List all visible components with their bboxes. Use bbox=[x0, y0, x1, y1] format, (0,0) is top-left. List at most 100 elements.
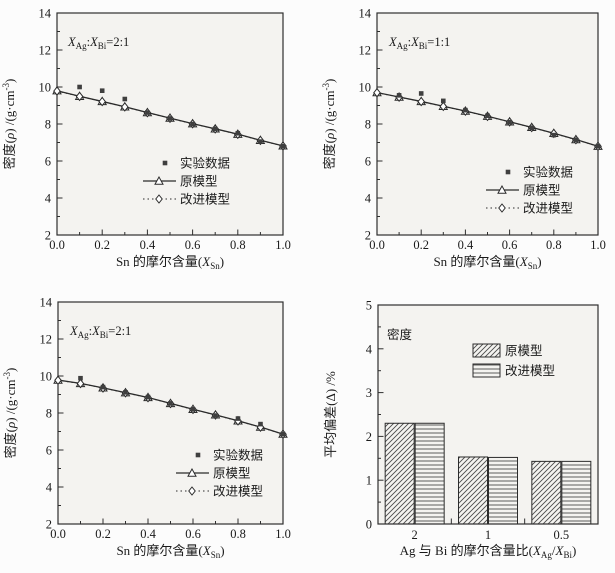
y-tick-label: 5 bbox=[366, 299, 372, 313]
rich-text-part: =2:1 bbox=[106, 35, 129, 49]
open-diamond-marker bbox=[188, 486, 196, 496]
y-tick-label: 12 bbox=[39, 44, 52, 58]
filled-square-marker bbox=[235, 130, 241, 136]
plot-frame bbox=[57, 301, 284, 525]
rich-text-part: Ag bbox=[78, 330, 89, 340]
filled-square-marker bbox=[212, 126, 218, 132]
filled-square-marker bbox=[258, 139, 263, 144]
plot-background bbox=[57, 13, 283, 235]
series-experimental bbox=[78, 375, 286, 437]
rich-text-part: 密度( bbox=[322, 139, 337, 169]
panel-bottom-right: 0 1 2 3 4 5 Ag 与 Bi 的摩尔含量比(XAg/XBi) 平均偏差(Δ) /% 密… bbox=[305, 287, 615, 573]
rich-text-part: Bi bbox=[419, 41, 428, 51]
y-tick-label: 10 bbox=[40, 370, 53, 384]
filled-square-marker bbox=[573, 137, 579, 143]
x-tick-label: 0.6 bbox=[502, 238, 518, 252]
open-diamond-marker bbox=[120, 102, 129, 112]
rich-text-part: ) bbox=[537, 254, 541, 269]
rich-text-part: : bbox=[87, 35, 90, 49]
x-tick-label: 0.0 bbox=[369, 238, 385, 252]
y-tick-label: 14 bbox=[40, 296, 53, 310]
open-diamond-marker bbox=[373, 87, 381, 98]
rich-text-part: 密度 bbox=[387, 327, 413, 342]
y-tick-label: 3 bbox=[366, 386, 372, 400]
rich-text-part: Bi bbox=[98, 41, 107, 51]
y-tick-label: 2 bbox=[45, 229, 51, 243]
rich-text-part: -3 bbox=[321, 83, 331, 91]
filled-square-marker bbox=[122, 96, 128, 102]
series-experimental bbox=[396, 91, 601, 149]
improved-model-line bbox=[56, 90, 284, 147]
legend-label: 实验数据 bbox=[180, 156, 230, 171]
rich-text-part: Sn bbox=[210, 261, 220, 271]
rich-text-part: Ag bbox=[397, 41, 408, 51]
rich-text-part: ) bbox=[572, 543, 576, 558]
rich-text-part: X bbox=[388, 35, 398, 49]
y-tick-label: 6 bbox=[45, 155, 51, 169]
filled-square-marker bbox=[418, 91, 424, 96]
legend-label: 原模型 bbox=[505, 344, 543, 358]
rich-text-part: : bbox=[408, 35, 411, 49]
legend-swatch bbox=[472, 343, 501, 358]
filled-square-marker bbox=[145, 110, 150, 115]
y-tick-label: 6 bbox=[46, 444, 52, 458]
filled-square-marker bbox=[505, 169, 511, 175]
filled-square-marker bbox=[145, 394, 151, 400]
filled-square-marker bbox=[485, 113, 490, 118]
rich-text-part: ) /(g·cm bbox=[2, 91, 17, 133]
y-tick-label: 8 bbox=[365, 118, 371, 132]
y-tick-label: 14 bbox=[359, 7, 372, 21]
rich-text-part: : bbox=[89, 324, 92, 338]
series-experimental bbox=[77, 84, 286, 149]
rich-text-part: Bi bbox=[100, 330, 109, 340]
rich-text-part: X bbox=[67, 35, 77, 49]
rich-text-part: ) /(g·cm bbox=[322, 91, 337, 133]
x-tick-label: 1.0 bbox=[275, 238, 291, 252]
filled-square-marker bbox=[123, 389, 128, 395]
y-tick-label: 4 bbox=[45, 192, 52, 206]
filled-square-marker bbox=[99, 88, 105, 93]
rich-text-part: Bi bbox=[563, 550, 572, 560]
bar-original-model bbox=[531, 460, 562, 525]
open-triangle-marker bbox=[497, 184, 507, 194]
open-diamond-marker bbox=[498, 203, 506, 213]
filled-square-marker bbox=[213, 413, 218, 418]
filled-square-marker bbox=[280, 431, 286, 437]
x-category-label: 0.5 bbox=[554, 528, 570, 542]
legend-label: 原模型 bbox=[213, 467, 251, 481]
open-diamond-marker bbox=[98, 96, 107, 107]
filled-square-marker bbox=[162, 160, 168, 166]
bar-improved-model bbox=[488, 456, 518, 525]
filled-square-marker bbox=[595, 143, 601, 149]
rich-text-part: -3 bbox=[2, 372, 12, 380]
plot-frame bbox=[376, 12, 599, 236]
rich-text-part: Ag 与 Bi 的摩尔含量比( bbox=[400, 543, 533, 558]
x-category-label: 1 bbox=[485, 528, 491, 542]
legend-label: 实验数据 bbox=[523, 165, 573, 180]
rich-text-part: Sn bbox=[211, 550, 221, 560]
x-tick-label: 0.2 bbox=[413, 238, 429, 252]
rich-text-part: =1:1 bbox=[427, 35, 450, 49]
rich-text-part: 平均偏差(Δ) /% bbox=[323, 371, 338, 458]
y-tick-label: 4 bbox=[366, 342, 373, 356]
plot-background bbox=[377, 13, 598, 235]
x-axis-title: Sn 的摩尔含量(XSn) bbox=[433, 254, 541, 271]
filled-square-marker bbox=[551, 132, 557, 138]
open-diamond-marker bbox=[75, 91, 84, 102]
rich-text-part: ) /(g·cm bbox=[3, 380, 18, 422]
x-tick-label: 0.2 bbox=[95, 527, 111, 541]
y-tick-label: 8 bbox=[45, 118, 51, 132]
y-tick-label: 0 bbox=[366, 518, 372, 532]
x-tick-label: 0.8 bbox=[230, 527, 246, 541]
open-diamond-marker bbox=[155, 194, 163, 204]
bar-improved-model bbox=[414, 422, 445, 525]
filled-square-marker bbox=[529, 125, 534, 130]
rich-text-part: 密度( bbox=[2, 139, 17, 169]
rich-text-part: X bbox=[69, 324, 79, 338]
rich-text-part: Ag bbox=[76, 41, 87, 51]
legend-label: 改进模型 bbox=[180, 193, 230, 207]
